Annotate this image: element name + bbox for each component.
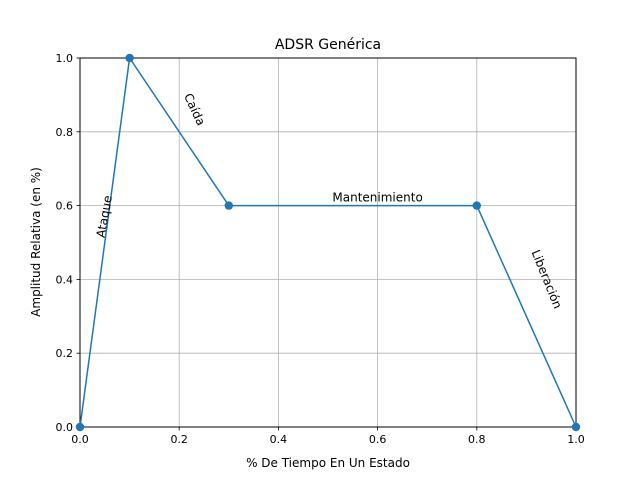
series — [75, 53, 581, 432]
data-point — [472, 201, 481, 210]
y-tick-label: 0.4 — [56, 273, 74, 286]
annotation-label: Caída — [181, 91, 208, 128]
y-tick-label: 0.0 — [56, 421, 74, 434]
y-axis-label: Amplitud Relativa (en %) — [29, 167, 43, 317]
grid — [79, 57, 577, 428]
y-tick-label: 0.6 — [56, 200, 74, 213]
y-tick-label: 0.8 — [56, 126, 74, 139]
data-point — [75, 422, 85, 432]
x-tick-label: 0.6 — [369, 433, 387, 446]
plot-area — [79, 57, 577, 428]
x-axis-label: % De Tiempo En Un Estado — [246, 456, 410, 470]
x-tick-label: 0.2 — [170, 433, 188, 446]
x-tick-label: 1.0 — [567, 433, 585, 446]
y-tick-label: 1.0 — [56, 52, 74, 65]
x-tick-label: 0.0 — [71, 433, 89, 446]
data-point — [125, 53, 134, 63]
annotation-label: Mantenimiento — [332, 191, 422, 205]
annotation-label: Ataque — [94, 194, 115, 238]
data-point — [224, 201, 233, 210]
x-tick-label: 0.8 — [468, 433, 486, 446]
chart-title: ADSR Genérica — [275, 37, 381, 53]
axis-ticks: 0.0 0.2 0.4 0.6 0.8 1.0 0.0 0.2 0.4 0.6 0.8 1.0 — [56, 52, 585, 446]
series-line — [79, 57, 577, 428]
y-tick-label: 0.2 — [56, 347, 74, 360]
x-tick-label: 0.4 — [270, 433, 288, 446]
data-point — [571, 422, 581, 432]
